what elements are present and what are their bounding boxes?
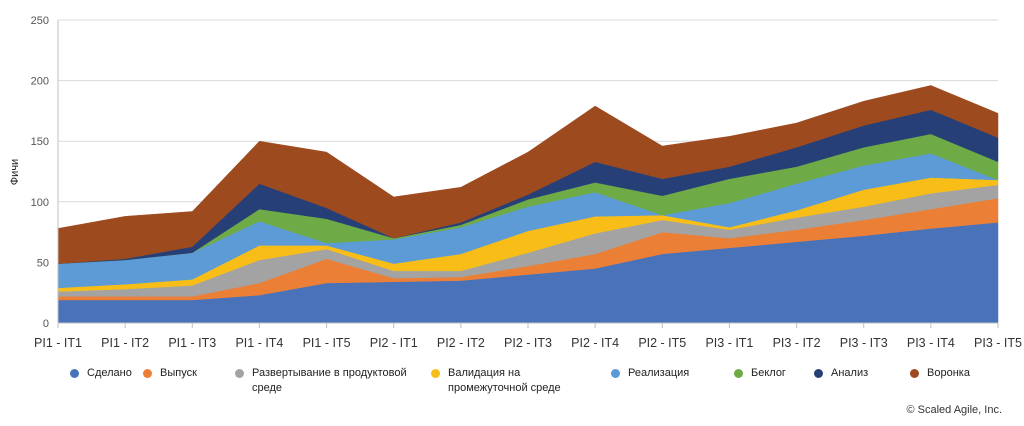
legend-swatch-release <box>143 369 152 378</box>
x-tick-label: PI1 - IT4 <box>235 336 283 350</box>
legend-label-staging: Валидация на промежуточной среде <box>448 367 561 394</box>
legend-swatch-deploy <box>235 369 244 378</box>
x-tick-label: PI2 - IT1 <box>370 336 418 350</box>
x-tick-labels: PI1 - IT1 PI1 - IT2 PI1 - IT3 PI1 - IT4 PI1 … <box>34 336 1022 350</box>
copyright-credit: © Scaled Agile, Inc. <box>906 404 1002 416</box>
x-tick-label: PI3 - IT2 <box>773 336 821 350</box>
y-tick-label: 250 <box>31 15 49 27</box>
legend-item-analysis: Анализ <box>814 366 868 381</box>
legend-label-funnel: Воронка <box>927 367 970 379</box>
x-tick-label: PI1 - IT1 <box>34 336 82 350</box>
legend-item-staging: Валидация на промежуточной среде <box>431 366 581 396</box>
legend-swatch-backlog <box>734 369 743 378</box>
x-tick-label: PI2 - IT4 <box>571 336 619 350</box>
area-series <box>57 85 999 324</box>
y-tick-label: 50 <box>37 257 49 269</box>
y-tick-label: 100 <box>31 197 49 209</box>
x-tick-label: PI2 - IT5 <box>638 336 686 350</box>
x-tick-label: PI3 - IT1 <box>705 336 753 350</box>
x-tick-label: PI1 - IT2 <box>101 336 149 350</box>
x-tick-label: PI3 - IT3 <box>840 336 888 350</box>
legend-label-implementation: Реализация <box>628 367 690 379</box>
legend-item-release: Выпуск <box>143 366 197 381</box>
legend-swatch-analysis <box>814 369 823 378</box>
legend-item-implementation: Реализация <box>611 366 689 381</box>
y-tick-label: 200 <box>31 76 49 88</box>
legend-label-backlog: Беклог <box>751 367 786 379</box>
x-tick-label: PI3 - IT5 <box>974 336 1022 350</box>
legend-swatch-staging <box>431 369 440 378</box>
legend-item-funnel: Воронка <box>910 366 970 381</box>
legend-label-deploy: Развертывание в продуктовой среде <box>252 367 407 394</box>
legend-item-deploy: Развертывание в продуктовой среде <box>235 366 415 396</box>
legend-label-release: Выпуск <box>160 367 197 379</box>
legend-item-backlog: Беклог <box>734 366 786 381</box>
legend-label-done: Сделано <box>87 367 132 379</box>
area-series-8 <box>57 85 999 264</box>
legend-label-analysis: Анализ <box>831 367 869 379</box>
legend-swatch-implementation <box>611 369 620 378</box>
y-tick-labels: 0 50 100 150 200 250 <box>31 15 49 330</box>
axes <box>57 20 999 328</box>
y-tick-label: 150 <box>31 136 49 148</box>
legend: Сделано Выпуск Развертывание в продуктов… <box>0 366 1024 406</box>
x-tick-label: PI1 - IT3 <box>168 336 216 350</box>
y-axis-label: Фичи <box>9 159 21 185</box>
x-tick-label: PI1 - IT5 <box>303 336 351 350</box>
legend-swatch-funnel <box>910 369 919 378</box>
x-tick-label: PI2 - IT2 <box>437 336 485 350</box>
x-tick-label: PI2 - IT3 <box>504 336 552 350</box>
legend-item-done: Сделано <box>70 366 132 381</box>
y-tick-label: 0 <box>43 318 49 330</box>
x-tick-label: PI3 - IT4 <box>907 336 955 350</box>
legend-swatch-done <box>70 369 79 378</box>
